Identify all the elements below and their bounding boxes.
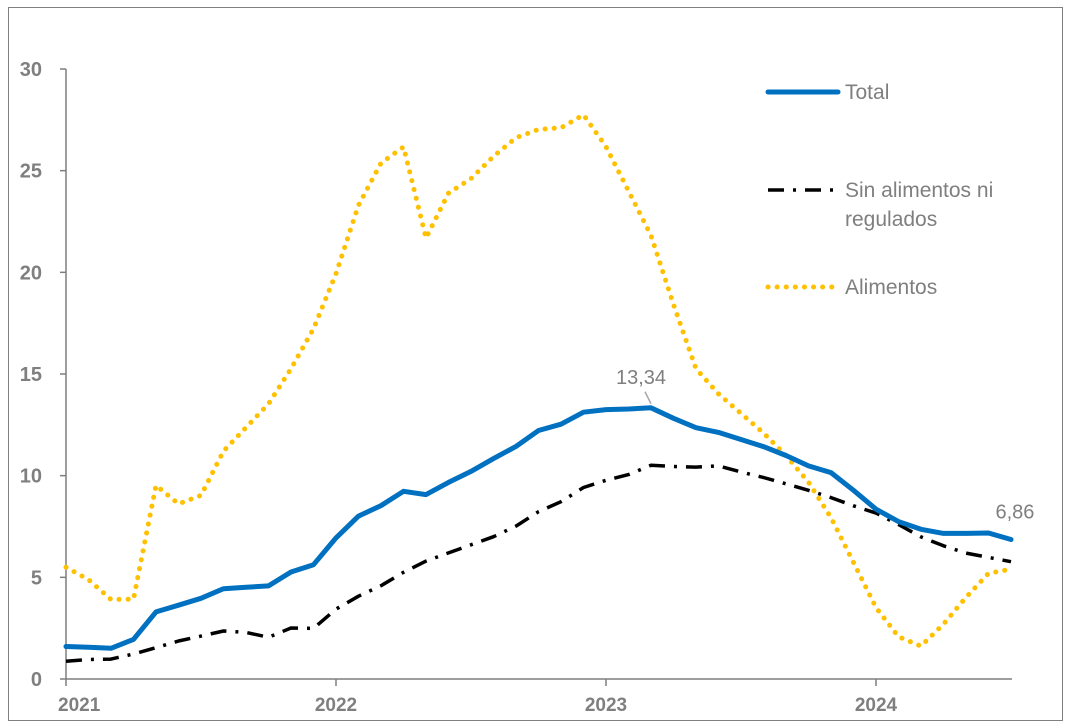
legend-label: Total — [845, 81, 889, 104]
legend-label-line: Total — [845, 81, 889, 104]
x-axis-ticks: 2021 2022 2023 2024 — [58, 679, 898, 716]
y-tick-label: 10 — [20, 466, 42, 488]
legend-label-line: Alimentos — [845, 276, 937, 299]
annotation-peak-label: 13,34 — [616, 367, 666, 389]
y-tick-label: 20 — [20, 262, 42, 284]
legend-label: Sin alimentos ni regulados — [845, 179, 993, 231]
x-tick-label: 2022 — [315, 695, 357, 716]
legend-label-line: regulados — [845, 208, 937, 231]
x-tick-label: 2021 — [58, 695, 101, 716]
y-tick-label: 30 — [20, 59, 42, 81]
x-tick-label: 2023 — [585, 695, 627, 716]
chart-axes — [65, 69, 1012, 680]
y-tick-label: 0 — [31, 669, 42, 691]
legend-label: Alimentos — [845, 276, 937, 299]
annotation-leader — [644, 391, 652, 405]
y-tick-label: 15 — [20, 364, 42, 386]
annotation-last-label: 6,86 — [996, 502, 1035, 524]
series-lines — [63, 112, 1014, 664]
y-axis-ticks: 0 5 10 15 20 25 30 — [20, 59, 66, 691]
series-line-sin-alimentos-ni-regulados — [65, 463, 1012, 664]
legend-label-line: Sin alimentos ni — [845, 179, 993, 202]
y-tick-label: 5 — [31, 567, 42, 589]
series-line-total — [63, 405, 1014, 651]
series-line-alimentos — [63, 112, 1014, 649]
x-tick-label: 2024 — [855, 695, 898, 716]
y-tick-label: 25 — [20, 161, 42, 183]
annotations: 13,34 6,86 — [616, 367, 1034, 524]
legend: Total Sin alimentos ni regulados Alimentos — [765, 81, 993, 299]
